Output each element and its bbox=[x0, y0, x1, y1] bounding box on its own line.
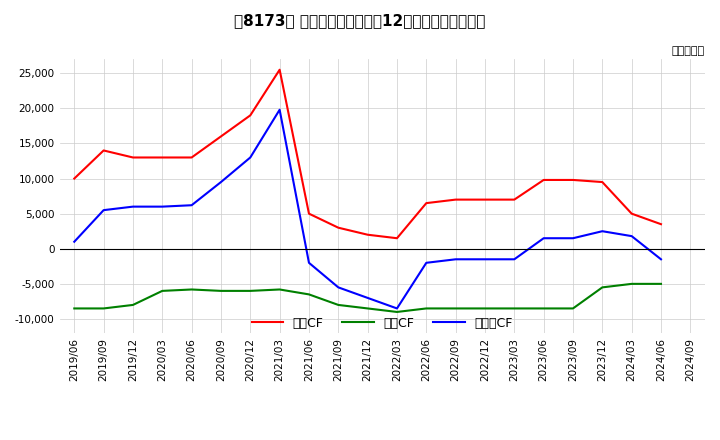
Line: フリーCF: フリーCF bbox=[74, 110, 661, 308]
投賄CF bbox=[657, 281, 665, 286]
投賄CF bbox=[364, 306, 372, 311]
Line: 営業CF: 営業CF bbox=[74, 70, 661, 238]
営業CF bbox=[569, 177, 577, 183]
投賄CF bbox=[158, 288, 166, 293]
営業CF bbox=[275, 67, 284, 72]
フリーCF bbox=[217, 180, 225, 185]
営業CF bbox=[246, 113, 255, 118]
投賄CF bbox=[305, 292, 313, 297]
フリーCF bbox=[598, 228, 607, 234]
フリーCF bbox=[129, 204, 138, 209]
営業CF bbox=[657, 222, 665, 227]
投賄CF bbox=[481, 306, 490, 311]
投賄CF bbox=[246, 288, 255, 293]
フリーCF bbox=[187, 202, 196, 208]
Text: （百万円）: （百万円） bbox=[672, 47, 705, 56]
営業CF bbox=[364, 232, 372, 237]
営業CF bbox=[481, 197, 490, 202]
投賄CF bbox=[422, 306, 431, 311]
営業CF bbox=[392, 235, 401, 241]
投賄CF bbox=[451, 306, 460, 311]
営業CF bbox=[539, 177, 548, 183]
投賄CF bbox=[569, 306, 577, 311]
フリーCF bbox=[451, 257, 460, 262]
フリーCF bbox=[275, 107, 284, 112]
フリーCF bbox=[99, 208, 108, 213]
営業CF bbox=[70, 176, 78, 181]
営業CF bbox=[187, 155, 196, 160]
投賄CF bbox=[70, 306, 78, 311]
営業CF bbox=[305, 211, 313, 216]
投賄CF bbox=[187, 287, 196, 292]
投賄CF bbox=[275, 287, 284, 292]
フリーCF bbox=[510, 257, 518, 262]
営業CF bbox=[334, 225, 343, 230]
フリーCF bbox=[364, 295, 372, 301]
フリーCF bbox=[158, 204, 166, 209]
営業CF bbox=[422, 201, 431, 206]
投賄CF bbox=[539, 306, 548, 311]
Legend: 営業CF, 投賄CF, フリーCF: 営業CF, 投賄CF, フリーCF bbox=[251, 316, 513, 330]
投賄CF bbox=[510, 306, 518, 311]
フリーCF bbox=[246, 155, 255, 160]
フリーCF bbox=[657, 257, 665, 262]
フリーCF bbox=[481, 257, 490, 262]
投賄CF bbox=[129, 302, 138, 308]
フリーCF bbox=[305, 260, 313, 265]
フリーCF bbox=[392, 306, 401, 311]
営業CF bbox=[451, 197, 460, 202]
営業CF bbox=[627, 211, 636, 216]
フリーCF bbox=[569, 235, 577, 241]
営業CF bbox=[129, 155, 138, 160]
Line: 投賄CF: 投賄CF bbox=[74, 284, 661, 312]
Text: 、8173、 キャッシュフローの12か月移動合計の推移: 、8173、 キャッシュフローの12か月移動合計の推移 bbox=[234, 13, 486, 28]
投賄CF bbox=[334, 302, 343, 308]
フリーCF bbox=[627, 234, 636, 239]
営業CF bbox=[158, 155, 166, 160]
営業CF bbox=[217, 134, 225, 139]
投賄CF bbox=[99, 306, 108, 311]
営業CF bbox=[99, 148, 108, 153]
投賄CF bbox=[217, 288, 225, 293]
フリーCF bbox=[422, 260, 431, 265]
投賄CF bbox=[392, 309, 401, 315]
投賄CF bbox=[627, 281, 636, 286]
フリーCF bbox=[539, 235, 548, 241]
営業CF bbox=[598, 180, 607, 185]
フリーCF bbox=[334, 285, 343, 290]
フリーCF bbox=[70, 239, 78, 244]
投賄CF bbox=[598, 285, 607, 290]
営業CF bbox=[510, 197, 518, 202]
